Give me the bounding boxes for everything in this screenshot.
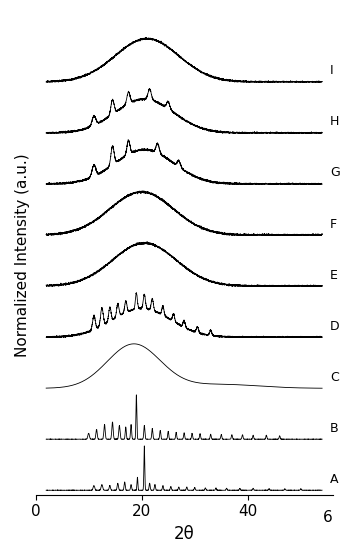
Y-axis label: Normalized Intensity (a.u.): Normalized Intensity (a.u.) xyxy=(15,153,30,357)
Text: F: F xyxy=(330,218,337,230)
Text: D: D xyxy=(330,320,340,333)
Text: B: B xyxy=(330,422,339,435)
Text: G: G xyxy=(330,166,340,180)
Text: E: E xyxy=(330,268,338,282)
Text: C: C xyxy=(330,371,339,383)
Text: A: A xyxy=(330,473,339,485)
X-axis label: 2θ: 2θ xyxy=(174,525,195,543)
Text: H: H xyxy=(330,116,339,128)
Text: 6: 6 xyxy=(323,510,332,525)
Text: I: I xyxy=(330,64,334,78)
